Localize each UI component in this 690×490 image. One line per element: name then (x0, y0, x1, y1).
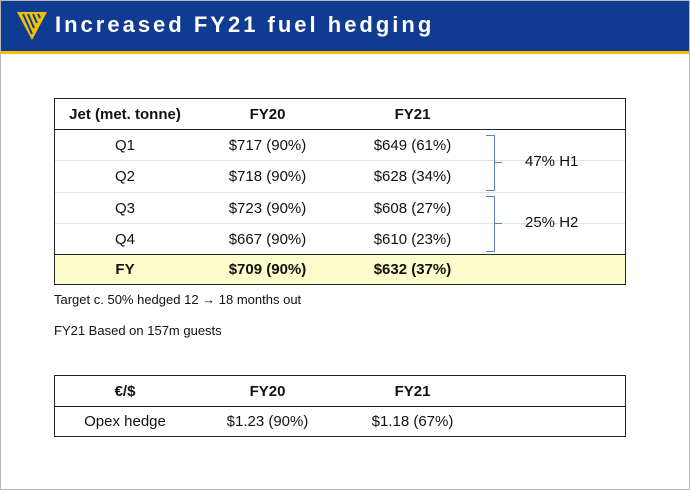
column-header: Jet (met. tonne) (69, 105, 181, 123)
table-cell: $632 (37%) (373, 261, 452, 278)
divider (55, 160, 625, 161)
row-label: Q3 (114, 199, 135, 217)
fx-hedge-table: €/$ FY20 FY21 Opex hedge $1.23 (90%) $1.… (54, 375, 626, 437)
h2-bracket (486, 196, 495, 252)
divider (55, 223, 625, 224)
table-cell: $610 (23%) (373, 230, 452, 248)
h2-label: 25% H2 (525, 214, 579, 231)
divider (55, 192, 625, 193)
divider (55, 254, 625, 255)
table-cell: $723 (90%) (228, 199, 307, 217)
row-label: Q2 (114, 168, 135, 185)
row-label: Opex hedge (84, 413, 166, 430)
fuel-hedging-table: Jet (met. tonne) FY20 FY21 Q1 $717 (90%)… (54, 98, 626, 285)
table-cell: $667 (90%) (228, 230, 307, 248)
table-row: Q4 $667 (90%) $610 (23%) (55, 224, 625, 254)
table-cell: $718 (90%) (228, 168, 307, 185)
harp-logo-icon (17, 12, 47, 40)
column-header: FY21 (394, 105, 431, 123)
table-cell: $717 (90%) (228, 136, 307, 154)
total-row: FY $709 (90%) $632 (37%) (55, 255, 625, 284)
divider (55, 129, 625, 130)
row-label: FY (115, 261, 135, 278)
h1-bracket (486, 135, 495, 191)
column-header: FY21 (394, 382, 431, 400)
table-cell: $649 (61%) (373, 136, 452, 154)
table-row: Q1 $717 (90%) $649 (61%) (55, 130, 625, 160)
divider (55, 406, 625, 407)
title-bar: Increased FY21 fuel hedging (1, 1, 689, 51)
row-label: Q1 (114, 136, 135, 154)
h1-label: 47% H1 (525, 153, 579, 170)
page-title: Increased FY21 fuel hedging (55, 12, 435, 37)
guests-note: FY21 Based on 157m guests (54, 323, 222, 338)
table-row: Q2 $718 (90%) $628 (34%) (55, 161, 625, 192)
h2-bracket-tick (495, 223, 502, 224)
table-header-row: Jet (met. tonne) FY20 FY21 (55, 99, 625, 129)
table-cell: $1.18 (67%) (371, 413, 454, 430)
table-header-row: €/$ FY20 FY21 (55, 376, 625, 406)
header-accent-line (1, 51, 689, 54)
table-cell: $709 (90%) (228, 261, 307, 278)
hedge-target-note: Target c. 50% hedged 12 → 18 months out (54, 292, 302, 307)
table-cell: $608 (27%) (373, 199, 452, 217)
column-header: FY20 (249, 105, 286, 123)
table-cell: $628 (34%) (373, 168, 452, 185)
table-cell: $1.23 (90%) (226, 413, 309, 430)
column-header: FY20 (249, 382, 286, 400)
table-row: Opex hedge $1.23 (90%) $1.18 (67%) (55, 407, 625, 436)
row-label: Q4 (114, 230, 135, 248)
table-row: Q3 $723 (90%) $608 (27%) (55, 193, 625, 223)
h1-bracket-tick (495, 162, 502, 163)
column-header: €/$ (114, 382, 136, 400)
